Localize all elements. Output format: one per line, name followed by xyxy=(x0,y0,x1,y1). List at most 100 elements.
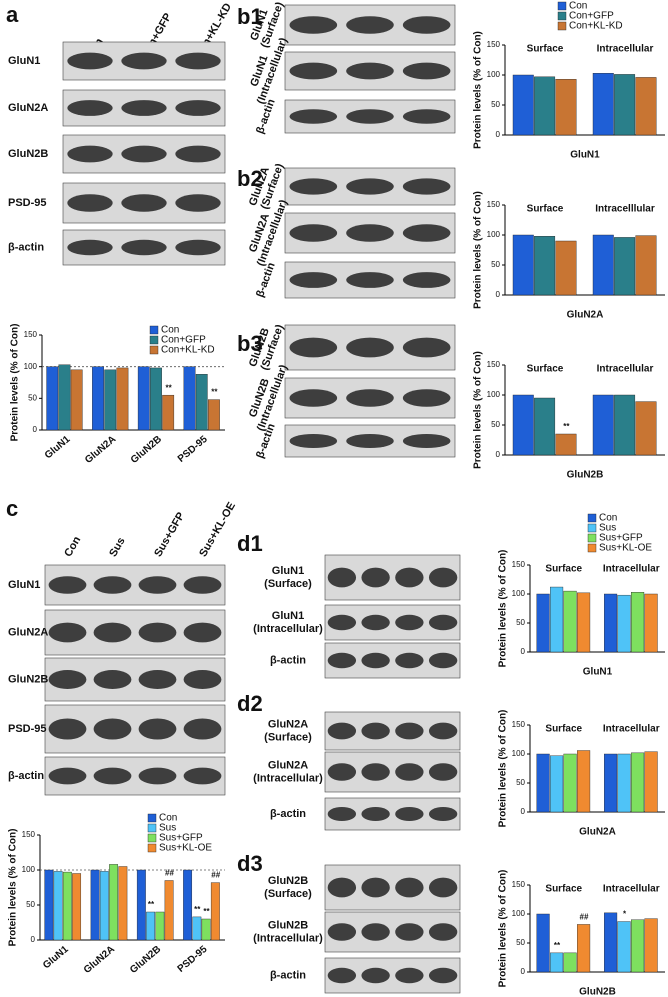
legend-label: Con xyxy=(569,1,587,12)
legend-swatch xyxy=(587,513,597,523)
blot-band xyxy=(48,718,87,740)
blot-band xyxy=(346,224,394,242)
significance-mark: ** xyxy=(148,900,155,909)
blot-band xyxy=(361,652,390,669)
blot-band xyxy=(327,614,357,631)
blot-band xyxy=(138,670,177,689)
blot-label: GluN1 xyxy=(8,579,40,591)
legend-swatch xyxy=(557,11,567,21)
blot-label: β-actin xyxy=(8,241,44,253)
y-axis-label: Protein levels (% of Con) xyxy=(10,324,21,442)
blot-band xyxy=(93,718,132,740)
y-axis-label: Protein levels (% of Con) xyxy=(498,550,509,668)
bar xyxy=(577,750,591,813)
blot-band xyxy=(402,389,451,407)
bar xyxy=(192,916,202,941)
blot-band xyxy=(428,967,458,984)
bar xyxy=(635,77,657,136)
significance-mark: ## xyxy=(580,913,589,922)
significance-mark: * xyxy=(623,910,627,919)
legend-swatch xyxy=(149,325,159,335)
bar xyxy=(550,755,564,813)
bar xyxy=(164,880,174,941)
bar xyxy=(536,753,550,813)
blot-band xyxy=(138,576,177,594)
y-tick-label: 0 xyxy=(521,807,526,816)
blot-band xyxy=(138,767,177,785)
y-tick-label: 150 xyxy=(487,360,501,369)
blot-band xyxy=(402,178,451,195)
bar xyxy=(146,911,156,941)
bar xyxy=(644,593,658,653)
y-tick-label: 0 xyxy=(521,647,526,656)
blot-band xyxy=(121,239,167,256)
category-label: Surface xyxy=(527,364,564,375)
blot-label: (Surface) xyxy=(264,578,312,590)
bar xyxy=(99,871,109,941)
blot-band xyxy=(395,614,424,631)
blot-band xyxy=(361,877,390,898)
blot-band xyxy=(327,967,357,984)
blot-band xyxy=(138,718,177,740)
bar xyxy=(592,72,614,136)
y-axis-label: Protein levels (% of Con) xyxy=(498,870,509,988)
bar xyxy=(534,397,556,456)
panel-label: b1 xyxy=(237,4,263,29)
y-tick-label: 150 xyxy=(487,200,501,209)
blot-band xyxy=(289,337,338,358)
bar xyxy=(162,394,175,431)
x-tick-label: PSD-95 xyxy=(176,944,210,975)
bar xyxy=(512,234,534,296)
legend-label: Sus+GFP xyxy=(159,833,203,844)
bar xyxy=(592,394,614,456)
y-tick-label: 0 xyxy=(496,290,501,299)
blot-label: GluN2B xyxy=(268,919,308,931)
blot-label: β-actin xyxy=(8,770,44,782)
y-axis-label: Protein levels (% of Con) xyxy=(8,829,19,947)
x-axis-title: GluN2A xyxy=(579,827,616,838)
blot-band xyxy=(327,877,357,898)
blot-label: GluN2A xyxy=(268,718,308,730)
blot-band xyxy=(289,272,338,288)
significance-mark: ** xyxy=(194,905,201,914)
blot-band xyxy=(402,433,451,449)
panel-label: d2 xyxy=(237,691,263,716)
blot-band xyxy=(361,567,390,588)
bar xyxy=(631,919,645,973)
x-tick-label: GluN2B xyxy=(129,434,164,466)
y-tick-label: 50 xyxy=(516,938,525,947)
bar xyxy=(136,869,146,941)
significance-mark: ** xyxy=(211,388,218,397)
legend-label: Sus+KL-OE xyxy=(599,543,652,554)
lane-label: Sus+KL-OE xyxy=(197,500,238,559)
bar xyxy=(536,593,550,653)
blot-band xyxy=(67,194,113,212)
blot-label: GluN2A xyxy=(8,626,48,638)
y-tick-label: 100 xyxy=(487,390,501,399)
blot-band xyxy=(67,100,113,116)
bar xyxy=(118,866,128,941)
blot-band xyxy=(289,224,338,242)
bar xyxy=(534,76,556,136)
bar xyxy=(604,912,618,973)
blot-label: GluN1 xyxy=(272,610,304,622)
x-axis-title: GluN2B xyxy=(579,987,616,997)
blot-band xyxy=(395,652,424,669)
blot-band xyxy=(402,224,451,242)
blot-band xyxy=(289,433,338,449)
bar xyxy=(183,869,193,941)
blot-label: β-actin xyxy=(254,261,278,299)
blot-label: GluN1 xyxy=(8,55,40,67)
blot-band xyxy=(395,722,424,740)
y-axis-label: Protein levels (% of Con) xyxy=(473,31,484,149)
y-tick-label: 0 xyxy=(496,450,501,459)
significance-mark: ** xyxy=(554,941,561,950)
legend-swatch xyxy=(147,833,157,843)
blot-band xyxy=(67,145,113,163)
blot-band xyxy=(402,109,451,124)
blot-label: PSD-95 xyxy=(8,197,47,209)
bar xyxy=(183,366,196,431)
blot-band xyxy=(361,763,390,781)
panel-label: b2 xyxy=(237,166,263,191)
blot-band xyxy=(289,16,338,34)
